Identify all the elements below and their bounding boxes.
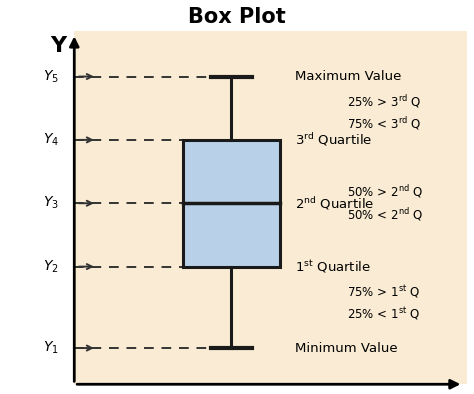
Bar [183,140,280,267]
Text: Maximum Value: Maximum Value [295,70,401,83]
Text: 25% < 1$^{\mathregular{st}}$ Q: 25% < 1$^{\mathregular{st}}$ Q [347,306,420,322]
Text: 2$^{\mathregular{nd}}$ Quartile: 2$^{\mathregular{nd}}$ Quartile [295,195,374,212]
Text: Y$_3$: Y$_3$ [43,195,59,212]
Text: Y$_2$: Y$_2$ [44,258,59,275]
Text: 75% > 1$^{\mathregular{st}}$ Q: 75% > 1$^{\mathregular{st}}$ Q [347,283,420,300]
Text: 25% > 3$^{\mathregular{rd}}$ Q: 25% > 3$^{\mathregular{rd}}$ Q [347,93,422,110]
Text: 50% > 2$^{\mathregular{nd}}$ Q: 50% > 2$^{\mathregular{nd}}$ Q [347,184,424,201]
Text: Y$_1$: Y$_1$ [44,340,59,356]
Text: Y: Y [51,36,67,56]
Text: Y$_5$: Y$_5$ [43,68,59,85]
Text: 1$^{\mathregular{st}}$ Quartile: 1$^{\mathregular{st}}$ Quartile [295,258,371,275]
Text: 75% < 3$^{\mathregular{rd}}$ Q: 75% < 3$^{\mathregular{rd}}$ Q [347,115,422,132]
Text: Minimum Value: Minimum Value [295,342,398,355]
Text: 3$^{\mathregular{rd}}$ Quartile: 3$^{\mathregular{rd}}$ Quartile [295,132,372,148]
Text: 50% < 2$^{\mathregular{nd}}$ Q: 50% < 2$^{\mathregular{nd}}$ Q [347,206,424,223]
Bar [74,31,467,384]
Text: Y$_4$: Y$_4$ [43,132,59,148]
Title: Box Plot: Box Plot [188,7,286,27]
